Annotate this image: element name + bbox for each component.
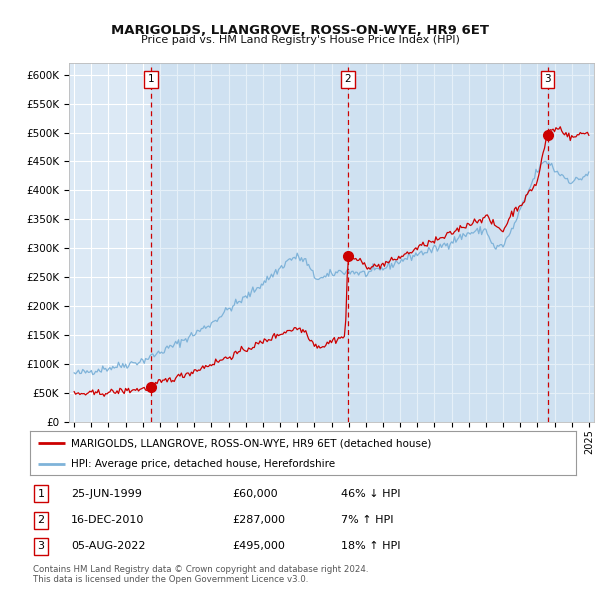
Text: £287,000: £287,000 <box>232 515 285 525</box>
Text: 2: 2 <box>344 74 351 84</box>
Text: 05-AUG-2022: 05-AUG-2022 <box>71 542 145 552</box>
Text: 1: 1 <box>37 489 44 499</box>
Text: 3: 3 <box>37 542 44 552</box>
Text: 16-DEC-2010: 16-DEC-2010 <box>71 515 145 525</box>
Bar <box>548 63 594 422</box>
Text: £60,000: £60,000 <box>232 489 278 499</box>
Text: MARIGOLDS, LLANGROVE, ROSS-ON-WYE, HR9 6ET (detached house): MARIGOLDS, LLANGROVE, ROSS-ON-WYE, HR9 6… <box>71 438 431 448</box>
Text: 25-JUN-1999: 25-JUN-1999 <box>71 489 142 499</box>
Text: 3: 3 <box>544 74 551 84</box>
Text: 46% ↓ HPI: 46% ↓ HPI <box>341 489 401 499</box>
Bar <box>348 63 548 422</box>
Text: 18% ↑ HPI: 18% ↑ HPI <box>341 542 401 552</box>
Text: 7% ↑ HPI: 7% ↑ HPI <box>341 515 394 525</box>
Text: This data is licensed under the Open Government Licence v3.0.: This data is licensed under the Open Gov… <box>33 575 308 584</box>
Text: Price paid vs. HM Land Registry's House Price Index (HPI): Price paid vs. HM Land Registry's House … <box>140 35 460 45</box>
Bar <box>151 63 348 422</box>
Text: Contains HM Land Registry data © Crown copyright and database right 2024.: Contains HM Land Registry data © Crown c… <box>33 565 368 573</box>
Text: 1: 1 <box>148 74 154 84</box>
Text: £495,000: £495,000 <box>232 542 285 552</box>
Text: MARIGOLDS, LLANGROVE, ROSS-ON-WYE, HR9 6ET: MARIGOLDS, LLANGROVE, ROSS-ON-WYE, HR9 6… <box>111 24 489 37</box>
Text: 2: 2 <box>37 515 44 525</box>
Text: HPI: Average price, detached house, Herefordshire: HPI: Average price, detached house, Here… <box>71 459 335 469</box>
